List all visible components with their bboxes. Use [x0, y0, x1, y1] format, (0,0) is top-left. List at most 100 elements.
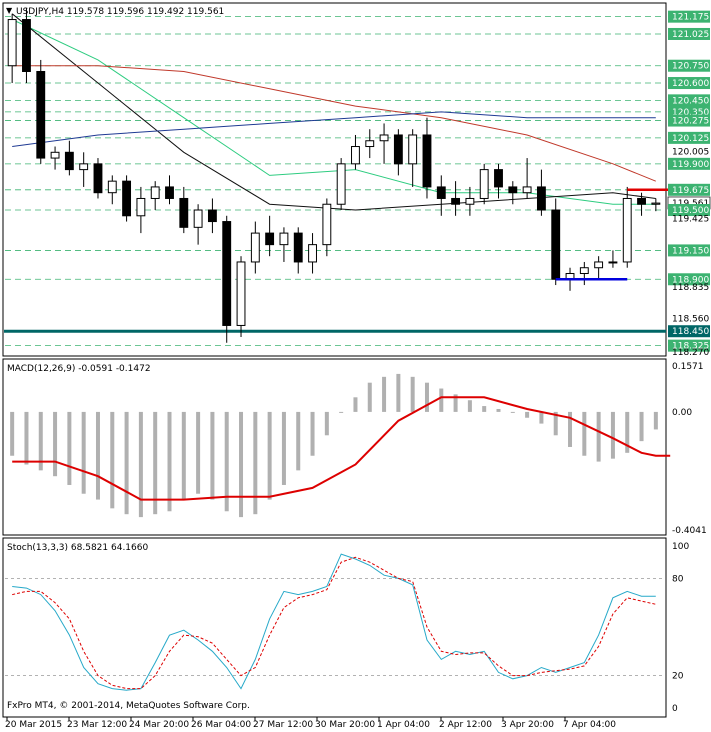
price-tick-label: 120.750	[672, 62, 709, 72]
macd-bar	[568, 411, 573, 447]
candle-body	[293, 232, 303, 263]
time-tick-label: 3 Apr 20:00	[501, 720, 554, 730]
symbol-header-icon: ▼	[6, 6, 13, 15]
candle-body	[308, 244, 317, 263]
macd-bar	[267, 411, 272, 500]
macd-bar	[639, 411, 644, 442]
candle-body	[165, 186, 174, 199]
candle-body	[279, 232, 289, 246]
macd-bar	[67, 411, 72, 485]
candle-body	[393, 134, 403, 165]
candle-body	[222, 221, 232, 326]
macd-bar	[153, 411, 158, 515]
price-tick-label: 120.450	[672, 96, 709, 106]
price-label-box	[668, 204, 710, 217]
time-tick-label: 7 Apr 04:00	[563, 720, 616, 730]
macd-bar	[525, 411, 530, 418]
macd-bar	[81, 411, 86, 494]
candle-body	[136, 197, 146, 217]
macd-bar	[482, 406, 487, 412]
macd-bar	[625, 411, 630, 453]
macd-bar	[553, 411, 558, 436]
price-tick-label: 119.150	[672, 246, 709, 256]
candle-body	[522, 186, 532, 194]
macd-bar	[124, 411, 129, 515]
macd-tick-label: -0.4041	[672, 526, 707, 536]
price-tick-label: 120.125	[672, 134, 709, 144]
price-label-box	[668, 27, 710, 40]
candlestick-series	[7, 8, 661, 343]
stoch-title: Stoch(13,3,3) 68.5821 64.1660	[7, 543, 148, 553]
candle-body	[50, 151, 60, 159]
macd-bar	[439, 388, 444, 412]
time-tick-label: 24 Mar 20:00	[129, 720, 189, 730]
candle-body	[465, 197, 475, 205]
candle-body	[150, 186, 160, 199]
candle-body	[436, 186, 446, 199]
macd-bar	[110, 411, 115, 509]
macd-bar	[296, 411, 301, 471]
stoch-tick-label: 100	[672, 542, 689, 552]
macd-bar	[453, 394, 458, 412]
candle-body	[79, 163, 89, 171]
candle-body	[651, 202, 661, 205]
price-label-box	[668, 183, 710, 196]
candle-body	[637, 197, 646, 205]
macd-pane[interactable]	[2, 358, 667, 536]
macd-bar	[167, 411, 172, 512]
price-tick-label: 120.275	[672, 117, 709, 127]
price-tick-label: 121.175	[672, 13, 709, 23]
candle-body	[494, 169, 503, 188]
moving-average-red	[12, 65, 656, 182]
macd-bar	[95, 411, 100, 500]
candle-body	[451, 197, 461, 205]
macd-signal-polyline	[12, 396, 671, 501]
stoch-tick-label: 20	[672, 672, 684, 682]
price-tick-label: 119.900	[672, 160, 709, 170]
moving-average-lines	[11, 13, 656, 211]
candle-body	[622, 197, 632, 263]
candle-body	[536, 186, 546, 211]
macd-bar	[610, 411, 615, 459]
time-tick-label: 23 Mar 12:00	[67, 720, 127, 730]
price-label-box	[668, 59, 710, 72]
candle-body	[479, 169, 489, 199]
macd-tick-label: 0.1571	[672, 362, 704, 372]
candle-body	[36, 70, 46, 159]
price-axis: 121.175 121.025 120.750 120.600 120.450 120.3…	[667, 10, 711, 358]
macd-bar	[24, 411, 29, 465]
price-level-lines	[4, 16, 666, 347]
macd-bar	[310, 411, 315, 456]
price-pane[interactable]	[2, 2, 667, 357]
candle-body	[250, 232, 260, 263]
stoch-axis: 100 80 20 0	[672, 542, 689, 714]
macd-bar	[10, 411, 15, 456]
macd-bar	[38, 411, 43, 471]
stoch-pane[interactable]	[2, 537, 667, 718]
macd-title: MACD(12,26,9) -0.0591 -0.1472	[7, 364, 151, 374]
price-label-box	[668, 273, 710, 286]
price-tick-label: 118.270	[672, 348, 709, 358]
macd-bar	[367, 382, 372, 412]
price-tick-label: 118.900	[672, 275, 709, 285]
stoch-main-line	[12, 553, 656, 691]
price-tick-label: 120.350	[672, 108, 709, 118]
price-tick-label: 121.025	[672, 30, 709, 40]
macd-bar	[539, 411, 544, 424]
price-label-box	[668, 339, 710, 352]
candle-body	[22, 19, 31, 72]
macd-bar	[281, 411, 286, 485]
stoch-level-lines	[5, 578, 665, 676]
macd-bar	[510, 411, 515, 413]
candle-body	[508, 186, 518, 194]
price-tick-label: 118.560	[672, 315, 709, 325]
candle-body	[336, 163, 346, 205]
candle-body	[608, 261, 618, 264]
candle-body	[551, 209, 561, 280]
price-tick-label: 119.561	[672, 199, 709, 209]
macd-bar	[196, 411, 201, 494]
stoch-tick-label: 0	[672, 704, 678, 714]
price-label-box	[668, 10, 710, 23]
